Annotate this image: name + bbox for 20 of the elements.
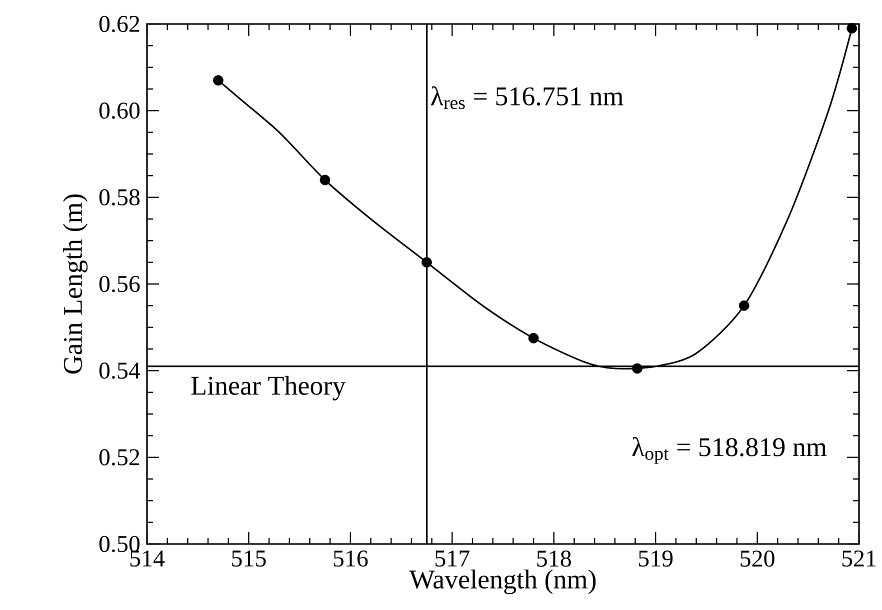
x-tick-label: 518: [537, 550, 571, 567]
y-axis-title: Gain Length (m): [63, 194, 88, 374]
x-tick-label: 521: [842, 550, 876, 567]
x-tick-label: 514: [130, 550, 165, 567]
y-tick-label: 0.56: [99, 276, 140, 292]
x-tick-label: 520: [740, 550, 774, 567]
x-axis-title: Wavelength (nm): [409, 570, 596, 594]
y-tick-label: 0.62: [99, 16, 140, 32]
ref-line-label: Linear Theory: [191, 376, 346, 400]
y-tick-label: 0.52: [99, 449, 140, 466]
y-tick-label: 0.60: [99, 102, 140, 119]
ref-line-label: λ$_{res}$ = 516.751 nm: [431, 86, 624, 110]
y-tick-label: 0.58: [99, 189, 140, 206]
y-tick-label: 0.50: [99, 536, 140, 552]
x-tick-label: 519: [638, 550, 673, 567]
y-tick-label: 0.54: [99, 362, 140, 379]
x-tick-label: 517: [436, 550, 470, 567]
annotation: λ$_{opt}$ = 518.819 nm: [632, 437, 827, 464]
x-tick-label: 515: [232, 550, 266, 567]
x-tick-label: 516: [334, 550, 368, 567]
